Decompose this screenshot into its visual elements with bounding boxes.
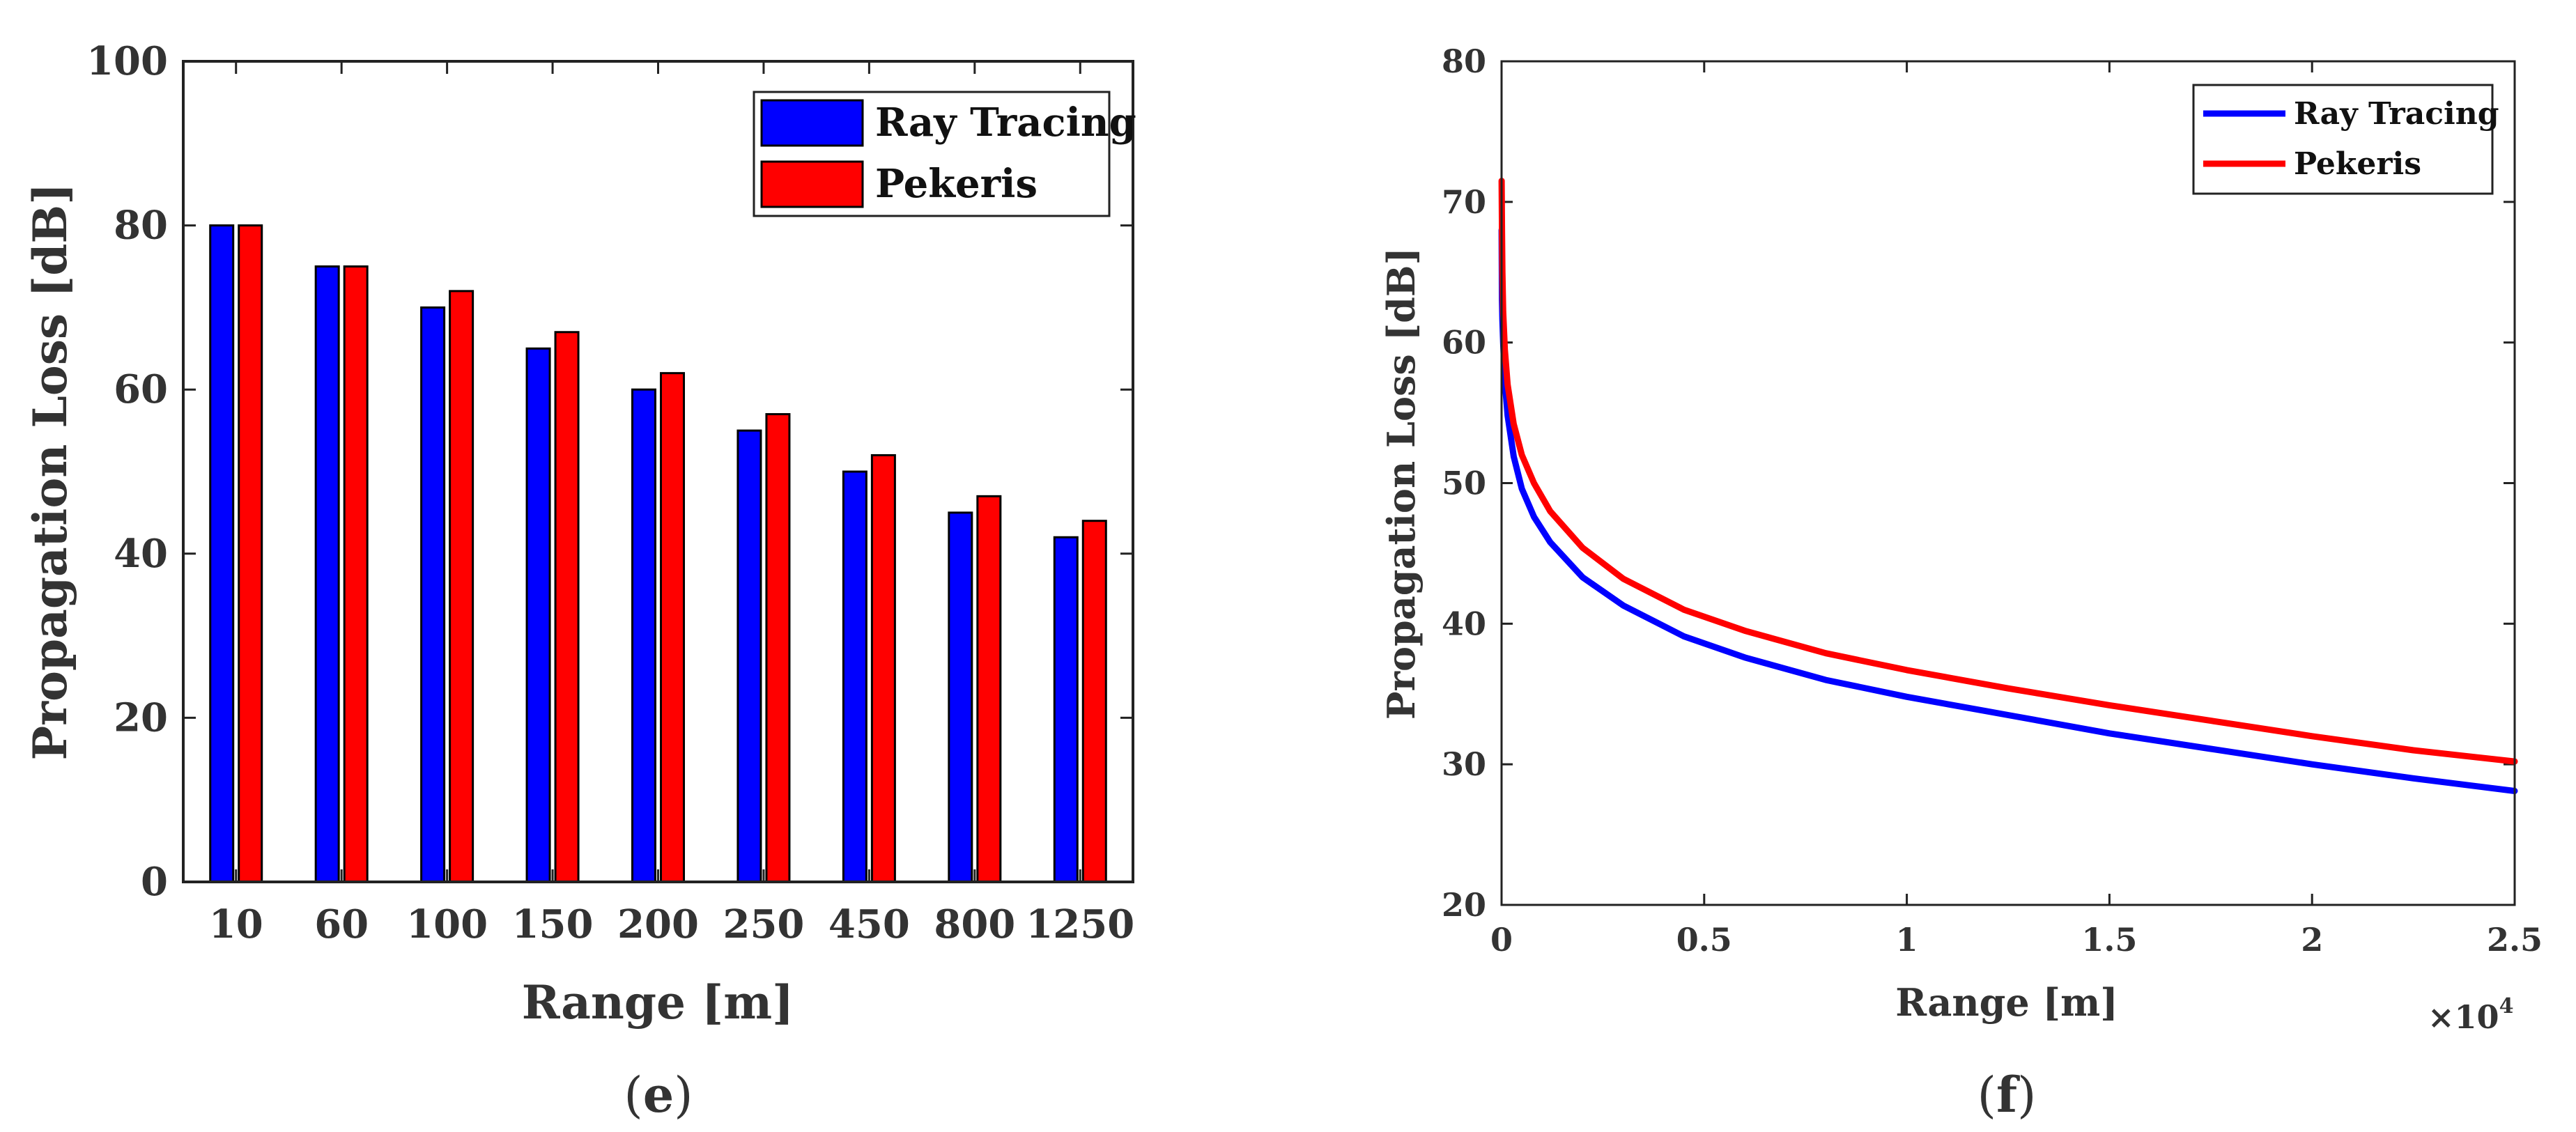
bar-chart-legend-label-pekeris: Pekeris [875, 161, 1038, 207]
line-chart-x-multiplier: ×104 [2428, 994, 2513, 1036]
bar-chart-x-tick-label: 10 [209, 901, 263, 947]
line-chart-y-tick-label: 70 [1442, 183, 1486, 221]
bar-ray-tracing-800 [949, 513, 972, 882]
line-chart-legend-label-ray-tracing: Ray Tracing [2294, 96, 2499, 132]
bar-chart-y-tick-label: 100 [86, 38, 168, 84]
bar-ray-tracing-60 [316, 267, 339, 883]
line-chart-x-tick-label: 1.5 [2081, 921, 2137, 959]
bar-chart-legend-swatch-pekeris [762, 162, 863, 207]
bar-chart-y-tick-label: 0 [141, 859, 168, 905]
line-chart-x-tick-label: 2 [2301, 921, 2323, 959]
bar-pekeris-450 [872, 455, 895, 882]
line-chart-x-tick-label: 1 [1896, 921, 1918, 959]
line-chart-y-tick-label: 50 [1442, 465, 1486, 502]
line-chart-y-axis-label: Propagation Loss [dB] [1379, 247, 1424, 720]
bar-chart-legend: Ray Tracing Pekeris [754, 92, 1136, 216]
line-chart-x-tick-label: 0.5 [1676, 921, 1732, 959]
line-chart-x-tick-labels: 0 0.5 1 1.5 2 2.5 [1490, 921, 2543, 959]
line-chart-y-tick-label: 30 [1442, 745, 1486, 783]
bar-chart-y-tick-label: 20 [114, 695, 168, 741]
bar-ray-tracing-200 [633, 389, 656, 882]
bar-ray-tracing-450 [843, 472, 866, 882]
bar-pekeris-10 [239, 226, 262, 882]
bar-chart-x-tick-label: 1250 [1026, 901, 1134, 947]
line-chart-legend: Ray Tracing Pekeris [2193, 85, 2499, 194]
bar-chart-x-tick-label: 60 [314, 901, 369, 947]
line-chart-x-axis-label: Range [m] [1895, 980, 2118, 1025]
bar-pekeris-200 [661, 373, 684, 882]
bar-ray-tracing-1250 [1054, 537, 1077, 882]
bar-ray-tracing-250 [738, 431, 761, 882]
bar-pekeris-800 [978, 496, 1001, 882]
bar-chart-y-tick-labels: 0 20 40 60 80 100 [86, 38, 168, 905]
bar-chart-legend-swatch-ray-tracing [762, 100, 863, 146]
bar-chart-x-tick-label: 800 [934, 901, 1015, 947]
bar-chart-bars [210, 226, 1106, 882]
bar-pekeris-150 [555, 332, 578, 882]
bar-chart-x-tick-label: 100 [406, 901, 488, 947]
line-chart-legend-label-pekeris: Pekeris [2294, 146, 2421, 182]
line-chart-y-tick-label: 60 [1442, 324, 1486, 362]
bar-chart-y-tick-label: 80 [114, 203, 168, 249]
bar-chart-x-tick-label: 200 [617, 901, 699, 947]
bar-pekeris-250 [766, 414, 789, 882]
bar-chart-legend-label-ray-tracing: Ray Tracing [875, 100, 1136, 146]
bar-chart-y-tick-label: 40 [114, 531, 168, 577]
line-chart-series [1502, 181, 2515, 791]
bar-ray-tracing-100 [422, 307, 445, 882]
line-chart-y-tick-label: 40 [1442, 605, 1486, 642]
bar-chart-x-tick-label: 150 [512, 901, 594, 947]
line-series-ray-tracing [1502, 230, 2515, 791]
bar-chart-y-tick-label: 60 [114, 366, 168, 412]
bar-pekeris-100 [450, 291, 473, 882]
panel-caption-e: (e) [624, 1066, 693, 1124]
line-chart-y-tick-labels: 20 30 40 50 60 70 80 [1442, 42, 1486, 924]
line-chart-x-tick-label: 2.5 [2487, 921, 2543, 959]
bar-pekeris-1250 [1083, 521, 1106, 882]
bar-chart-x-tick-label: 250 [723, 901, 804, 947]
line-chart-y-tick-label: 80 [1442, 42, 1486, 80]
bar-ray-tracing-10 [210, 226, 233, 882]
bar-chart-x-tick-label: 450 [828, 901, 910, 947]
line-series-pekeris [1502, 181, 2515, 762]
bar-chart-x-tick-labels: 10 60 100 150 200 250 450 800 1250 [209, 901, 1134, 947]
bar-chart-x-axis-label: Range [m] [522, 975, 794, 1030]
line-chart-x-tick-label: 0 [1490, 921, 1513, 959]
line-chart-y-tick-label: 20 [1442, 886, 1486, 924]
line-chart-panel: 20 30 40 50 60 70 80 0 0.5 1 1.5 2 2.5 Range [m] Pr… [1379, 42, 2543, 1124]
bar-chart-y-axis-label: Propagation Loss [dB] [23, 183, 77, 761]
panel-caption-f: (f) [1977, 1066, 2037, 1124]
bar-pekeris-60 [344, 267, 367, 883]
bar-ray-tracing-150 [527, 348, 550, 882]
figure: 020406080100 10 60 100 150 200 250 450 800 1250 … [0, 0, 2576, 1132]
